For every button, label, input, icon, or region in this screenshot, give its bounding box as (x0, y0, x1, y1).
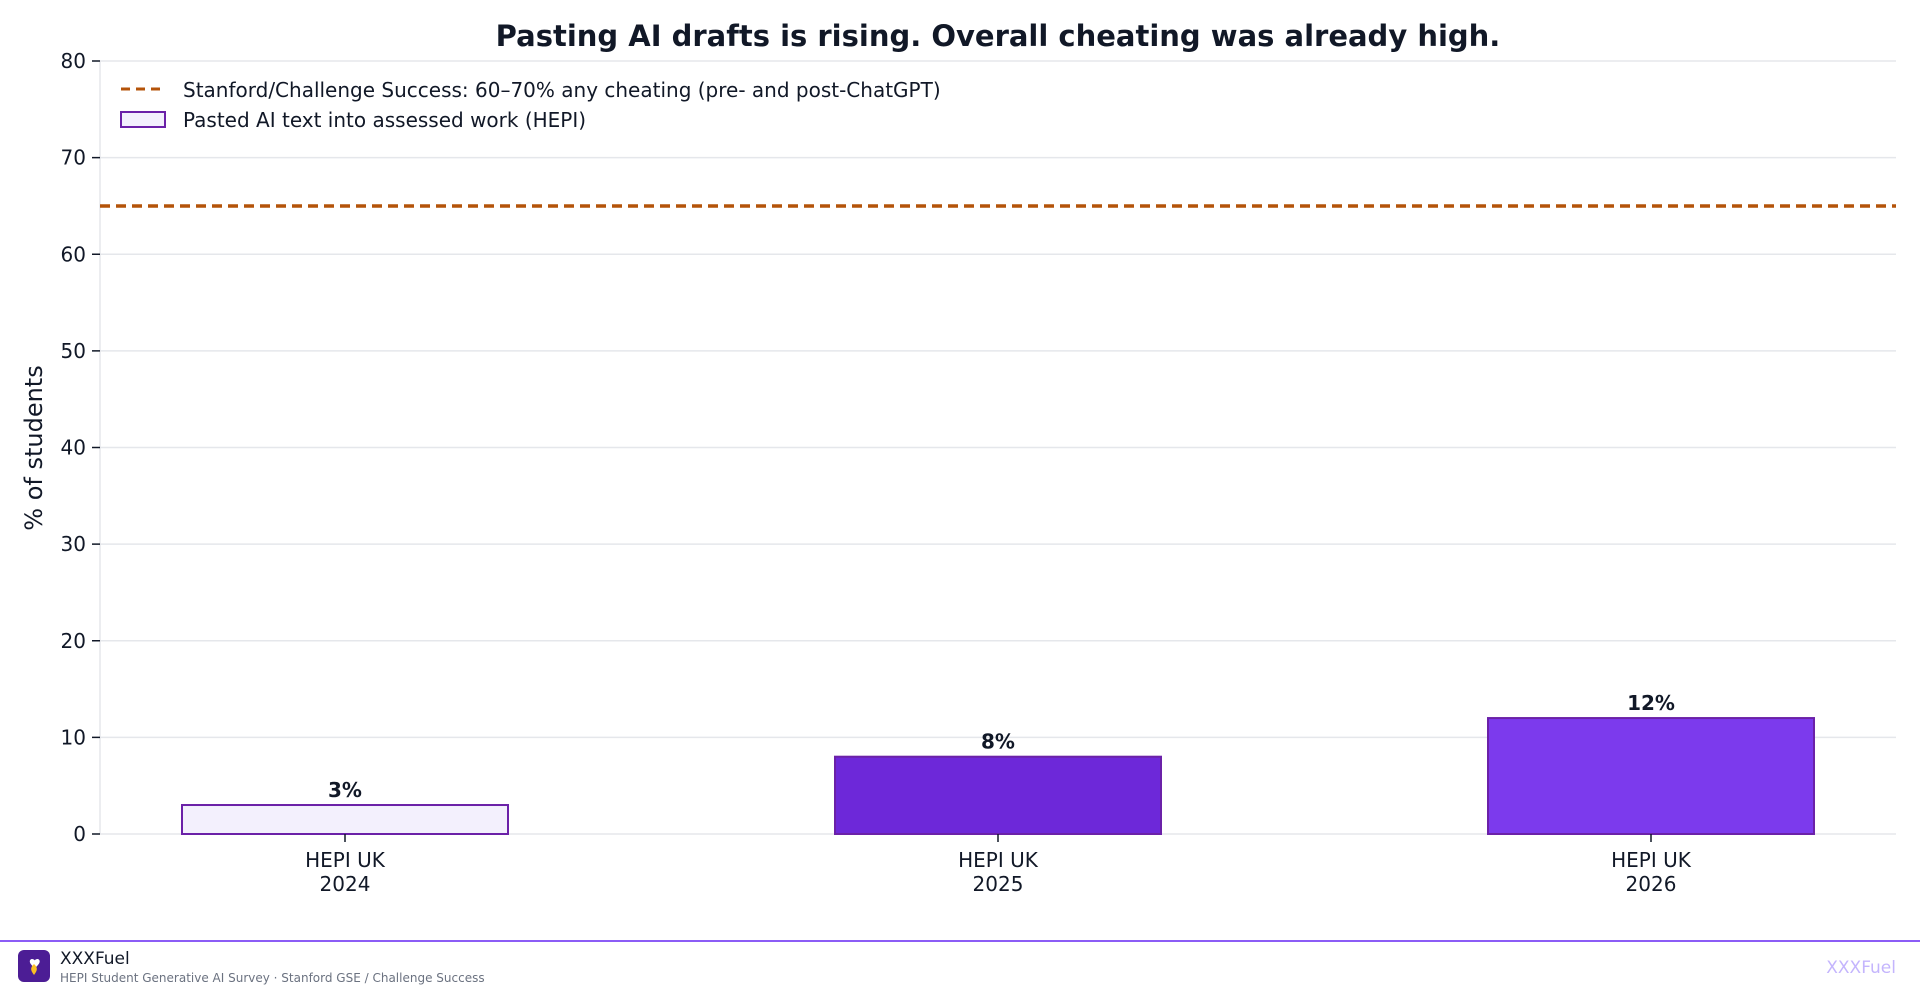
x-tick-label: 2024 (320, 872, 371, 896)
footer-watermark: XXXFuel (1826, 958, 1896, 978)
bar (1487, 717, 1815, 835)
footer-brand: XXXFuel (60, 949, 130, 969)
y-tick-label: 20 (61, 629, 86, 653)
grid-lines (99, 60, 1896, 835)
y-tick-label: 50 (61, 339, 86, 363)
chart: Pasting AI drafts is rising. Overall che… (20, 19, 1896, 896)
x-tick-label: 2025 (973, 872, 1024, 896)
chart-title: Pasting AI drafts is rising. Overall che… (496, 19, 1501, 53)
y-tick-label: 80 (61, 49, 86, 73)
y-axis-label: % of students (20, 365, 48, 530)
x-tick-label: 2026 (1626, 872, 1677, 896)
x-tick-label: HEPI UK (958, 848, 1039, 872)
y-tick-label: 70 (61, 146, 86, 170)
x-tick-label: HEPI UK (305, 848, 386, 872)
chart-svg: Pasting AI drafts is rising. Overall che… (20, 19, 1896, 896)
y-tick-label: 40 (61, 436, 86, 460)
bar (181, 804, 509, 836)
bar (834, 755, 1162, 836)
legend: Stanford/Challenge Success: 60–70% any c… (120, 78, 941, 132)
bar-value-label: 12% (1627, 691, 1675, 715)
legend-bar-label: Pasted AI text into assessed work (HEPI) (183, 108, 586, 132)
x-tick-label: HEPI UK (1611, 848, 1692, 872)
legend-bar-swatch (120, 111, 166, 128)
legend-reference-line-label: Stanford/Challenge Success: 60–70% any c… (183, 78, 941, 102)
bar-value-labels: 3% 8% 12% (328, 691, 1675, 802)
bars-layer (181, 717, 1815, 836)
y-tick-label: 0 (73, 822, 86, 846)
bar-value-label: 8% (981, 730, 1015, 754)
y-tick-label: 60 (61, 242, 86, 266)
y-axis-ticks: 0 10 20 30 40 50 60 70 80 (61, 49, 100, 846)
bar-value-label: 3% (328, 778, 362, 802)
heart-drop-icon (18, 950, 50, 982)
footer: XXXFuel HEPI Student Generative AI Surve… (0, 940, 1920, 992)
footer-source: HEPI Student Generative AI Survey · Stan… (60, 971, 485, 985)
y-tick-label: 30 (61, 532, 86, 556)
y-tick-label: 10 (61, 725, 86, 749)
